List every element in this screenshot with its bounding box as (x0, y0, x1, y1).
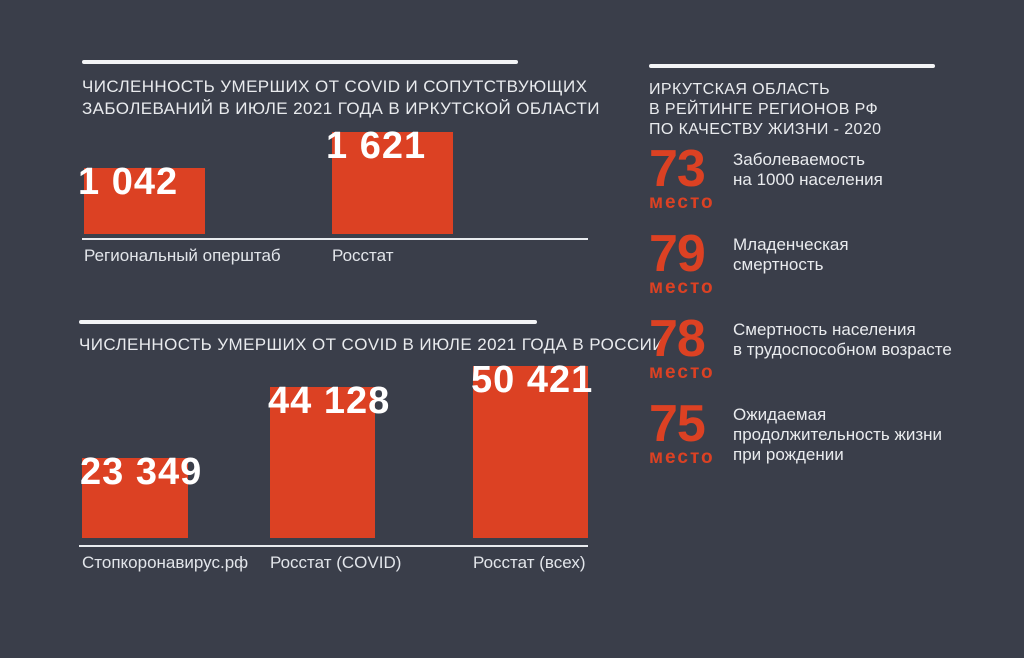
rank-number-block: 73 место (649, 140, 721, 213)
rank-description: Ожидаемая продолжительность жизни при ро… (733, 405, 943, 464)
rank-number: 79 (649, 225, 706, 283)
section-divider-ranking (649, 64, 935, 68)
ranking-item: 79 место Младенческая смертность (649, 225, 849, 298)
rank-unit-label: место (649, 362, 715, 383)
bar (84, 168, 205, 234)
chart-title-irkutsk: ЧИСЛЕННОСТЬ УМЕРШИХ ОТ COVID И СОПУТСТВУ… (82, 77, 600, 118)
bar-value-label: 1 621 (326, 125, 427, 167)
bar-category-label: Росстат (332, 246, 394, 265)
rank-number: 73 (649, 140, 706, 198)
chart-title-russia: ЧИСЛЕННОСТЬ УМЕРШИХ ОТ COVID В ИЮЛЕ 2021… (79, 335, 665, 354)
rank-unit-label: место (649, 447, 715, 468)
bar-value-label: 23 349 (80, 451, 203, 493)
bar-category-label: Росстат (COVID) (270, 553, 402, 572)
axis-baseline-russia (79, 545, 588, 547)
rank-number: 75 (649, 395, 706, 453)
axis-baseline-irkutsk (82, 238, 588, 240)
ranking-item: 75 место Ожидаемая продолжительность жизни… (649, 395, 943, 468)
bar-category-label: Стопкоронавирус.рф (82, 553, 249, 572)
ranking-title: ИРКУТСКАЯ ОБЛАСТЬ В РЕЙТИНГЕ РЕГИОНОВ РФ… (649, 81, 882, 138)
rank-unit-label: место (649, 277, 715, 298)
ranking-item: 78 место Смертность населения в трудоспосо… (649, 310, 952, 383)
section-divider-chart-russia (79, 320, 537, 324)
rank-number: 78 (649, 310, 706, 368)
rank-unit-label: место (649, 192, 715, 213)
rank-number-block: 78 место (649, 310, 721, 383)
bar-value-label: 50 421 (471, 359, 594, 401)
ranking-item: 73 место Заболеваемость на 1000 населения (649, 140, 883, 213)
rank-description: Смертность населения в трудоспособном во… (733, 320, 952, 359)
rank-description: Заболеваемость на 1000 населения (733, 150, 883, 189)
bar (270, 387, 375, 538)
bar-category-label: Росстат (всех) (473, 553, 586, 572)
bar-value-label: 1 042 (78, 161, 179, 203)
bar-value-label: 44 128 (268, 380, 391, 422)
rank-description: Младенческая смертность (733, 235, 849, 274)
bar-category-label: Региональный оперштаб (84, 246, 281, 265)
rank-number-block: 79 место (649, 225, 721, 298)
bar (332, 132, 453, 234)
bar (473, 366, 588, 538)
section-divider-chart-irkutsk (82, 60, 518, 64)
rank-number-block: 75 место (649, 395, 721, 468)
bar (82, 458, 188, 538)
